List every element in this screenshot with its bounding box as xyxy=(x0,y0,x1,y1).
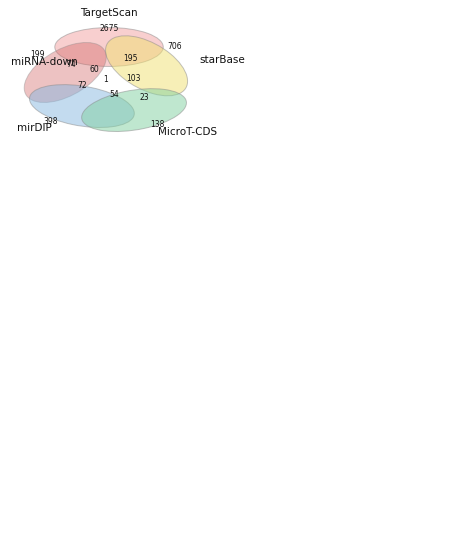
Text: 54: 54 xyxy=(109,90,119,99)
Text: 60: 60 xyxy=(90,64,99,74)
Text: mirDIP: mirDIP xyxy=(17,122,52,133)
Text: 72: 72 xyxy=(77,81,87,90)
Text: 398: 398 xyxy=(44,117,58,126)
Text: 103: 103 xyxy=(126,74,140,83)
Text: 23: 23 xyxy=(140,93,149,102)
Text: MicroT-CDS: MicroT-CDS xyxy=(158,127,217,137)
Text: miRNA-down: miRNA-down xyxy=(11,57,78,68)
Ellipse shape xyxy=(29,85,134,127)
Text: 74: 74 xyxy=(67,60,76,69)
Ellipse shape xyxy=(82,89,186,132)
Ellipse shape xyxy=(55,27,163,67)
Ellipse shape xyxy=(106,36,188,96)
Text: 706: 706 xyxy=(167,42,182,51)
Ellipse shape xyxy=(24,42,106,103)
Text: 138: 138 xyxy=(150,120,164,129)
Text: 195: 195 xyxy=(124,54,138,63)
Text: 199: 199 xyxy=(30,50,44,59)
Text: 1: 1 xyxy=(103,75,108,84)
Text: starBase: starBase xyxy=(200,55,246,66)
Text: 2675: 2675 xyxy=(100,24,118,33)
Text: TargetScan: TargetScan xyxy=(80,8,138,18)
